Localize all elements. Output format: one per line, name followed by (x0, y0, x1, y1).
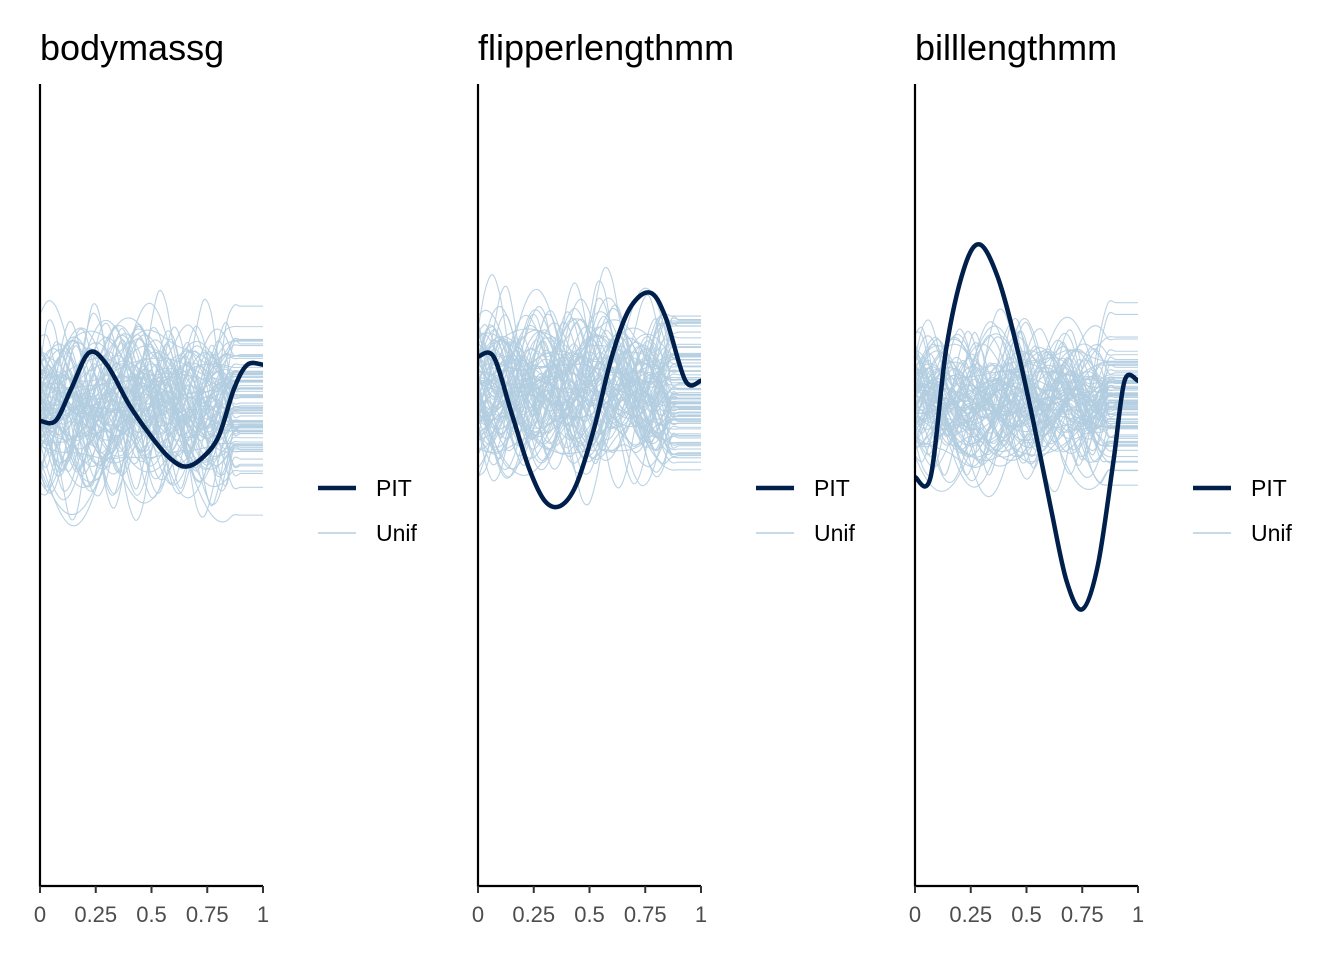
x-tick-label: 0.75 (1061, 902, 1104, 927)
unif-curve (477, 382, 701, 468)
x-tick-label: 0.25 (512, 902, 555, 927)
unif-curve (39, 373, 263, 488)
legend: PIT Unif (756, 475, 856, 546)
unif-curve (914, 350, 1138, 424)
x-tick-label: 0.5 (1011, 902, 1042, 927)
unif-curve (477, 352, 701, 465)
unif-curve (477, 282, 701, 423)
unif-curve (914, 347, 1138, 488)
unif-curve (914, 371, 1138, 492)
unif-curve (914, 357, 1138, 436)
legend: PIT Unif (318, 475, 418, 546)
x-tick-label: 0.5 (574, 902, 605, 927)
unif-curve (39, 382, 263, 436)
legend-label-unif: Unif (1251, 520, 1293, 546)
unif-curve (39, 328, 263, 421)
unif-curve (914, 377, 1138, 412)
unif-curve (39, 355, 263, 443)
unif-curve (914, 366, 1138, 433)
panel-flipperlengthmm: flipperlengthmm 0 0.25 0.5 0.75 1 PIT Unif (472, 27, 856, 927)
unif-curve (914, 400, 1138, 428)
unif-series (477, 266, 702, 506)
legend-label-unif: Unif (814, 520, 856, 546)
pit-series (913, 242, 1140, 612)
unif-curve (477, 348, 701, 426)
panel-title: billlengthmm (915, 27, 1117, 68)
unif-curve (477, 383, 701, 478)
unif-curve (914, 352, 1138, 444)
unif-curve (914, 364, 1138, 436)
unif-curve (477, 352, 701, 473)
unif-curve (39, 373, 263, 494)
x-tick-label: 1 (1132, 902, 1144, 927)
legend-label-pit: PIT (1251, 475, 1287, 501)
x-tick-label: 0.75 (186, 902, 229, 927)
unif-curve (39, 345, 263, 442)
unif-curve (477, 382, 701, 456)
unif-curve (477, 280, 701, 425)
unif-curve (914, 376, 1138, 483)
unif-curve (39, 330, 263, 415)
panel-bodymassg: bodymassg 0 0.25 0.5 0.75 1 PIT Unif (34, 27, 418, 927)
legend-label-pit: PIT (376, 475, 412, 501)
unif-curve (39, 399, 263, 464)
x-tick-label: 1 (695, 902, 707, 927)
x-tick-label: 0 (34, 902, 46, 927)
unif-curve (914, 370, 1138, 387)
x-tick-label: 0.75 (624, 902, 667, 927)
unif-series (914, 300, 1139, 498)
panel-title: bodymassg (40, 27, 224, 68)
unif-curve (914, 383, 1138, 423)
pit-series (477, 290, 702, 510)
unif-curve (39, 368, 263, 473)
x-tick-label: 0.25 (74, 902, 117, 927)
unif-curve (39, 327, 263, 433)
unif-curve (914, 391, 1138, 456)
unif-curve (914, 364, 1138, 428)
x-tick-label: 1 (257, 902, 269, 927)
unif-curve (914, 375, 1138, 453)
legend-label-pit: PIT (814, 475, 850, 501)
unif-curve (477, 305, 701, 406)
unif-curve (477, 324, 702, 478)
unif-curve (39, 361, 263, 412)
unif-curve (477, 331, 701, 422)
unif-curve (39, 389, 263, 506)
unif-curve (477, 343, 701, 369)
x-tick-label: 0.5 (136, 902, 167, 927)
unif-curve (914, 332, 1138, 463)
unif-curve (477, 341, 701, 430)
unif-curve (39, 303, 264, 453)
panel-title: flipperlengthmm (478, 27, 734, 68)
pit-series (39, 349, 264, 469)
legend: PIT Unif (1193, 475, 1293, 546)
x-tick-label: 0 (472, 902, 484, 927)
x-tick-label: 0 (909, 902, 921, 927)
unif-curve (914, 336, 1138, 447)
x-tick-label: 0.25 (949, 902, 992, 927)
panel-billlengthmm: billlengthmm 0 0.25 0.5 0.75 1 PIT Unif (909, 27, 1293, 927)
unif-curve (914, 396, 1138, 417)
unif-curve (39, 357, 263, 527)
unif-curve (914, 387, 1138, 458)
unif-curve (477, 374, 701, 429)
unif-curve (914, 345, 1138, 434)
unif-curve (477, 328, 701, 387)
legend-label-unif: Unif (376, 520, 418, 546)
unif-curve (39, 386, 263, 483)
unif-curve (477, 327, 701, 407)
unif-curve (914, 372, 1138, 480)
unif-curve (477, 371, 701, 450)
